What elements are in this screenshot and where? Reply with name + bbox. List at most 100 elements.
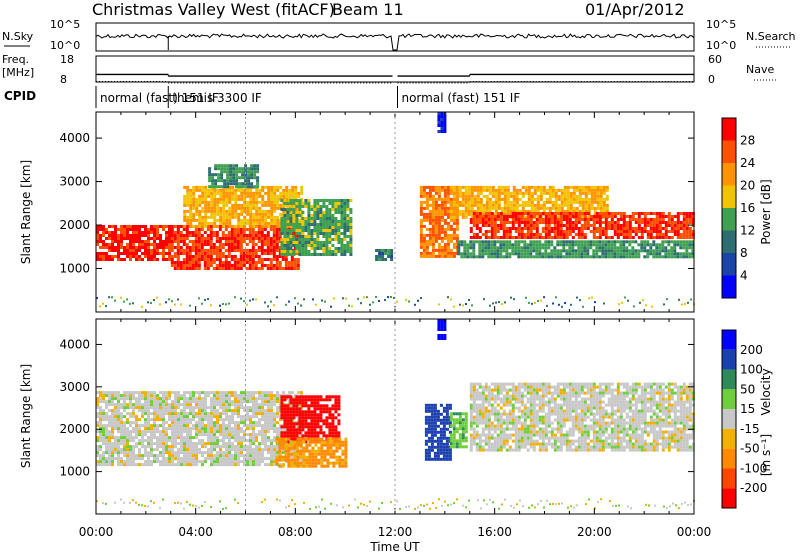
data-cell [258,194,262,198]
data-cell [425,206,429,210]
nave-upper-tick: 60 [708,53,722,66]
data-cell [536,200,540,204]
data-cell [171,406,174,410]
data-cell [414,303,416,306]
data-cell [319,205,323,208]
data-cell [237,224,241,228]
data-cell [183,224,187,228]
data-cell [153,228,156,231]
data-cell [200,228,204,231]
data-cell [246,209,250,213]
data-cell [165,252,168,255]
data-cell [458,209,462,213]
data-cell [536,203,540,207]
data-cell [481,215,485,218]
data-cell [372,301,374,304]
data-cell [267,397,270,401]
data-cell [204,215,208,219]
data-cell [111,400,114,404]
data-cell [520,240,524,244]
data-cell [670,240,674,244]
data-cell [198,409,201,413]
data-cell [289,199,293,202]
data-cell [491,191,495,195]
data-cell [213,415,216,419]
data-cell [527,209,531,213]
data-cell [437,221,441,225]
data-cell [174,415,177,419]
data-cell [225,303,227,306]
data-cell [283,241,287,244]
data-cell [475,221,479,224]
data-cell [613,215,617,218]
data-cell [246,424,249,428]
data-cell [252,412,255,416]
data-cell [215,237,219,240]
data-cell [375,258,379,261]
data-cell [276,218,280,222]
data-cell [126,433,129,437]
data-cell [153,415,156,419]
data-cell [153,457,156,461]
data-cell [279,194,283,198]
data-cell [646,252,650,256]
data-cell [625,246,629,250]
data-cell [162,412,165,416]
data-cell [168,231,171,234]
data-cell [575,194,579,198]
data-cell [105,400,108,404]
data-cell [437,254,441,258]
data-cell [571,230,575,233]
data-cell [225,418,228,422]
data-cell [138,406,141,410]
data-cell [284,255,288,258]
data-cell [105,406,108,410]
data-cell [186,427,189,431]
data-cell [664,236,668,239]
data-cell [283,223,287,226]
data-cell [539,185,543,189]
data-cell [252,206,256,210]
data-cell [325,220,329,223]
data-cell [195,391,198,395]
data-cell [557,188,561,192]
data-cell [491,206,495,210]
data-cell [517,224,521,227]
data-cell [446,188,450,192]
data-cell [221,243,225,246]
data-cell [532,227,536,230]
data-cell [530,203,534,207]
data-cell [554,197,558,201]
data-cell [343,217,347,220]
data-cell [535,233,539,236]
data-cell [114,391,117,395]
data-cell [159,412,162,416]
data-cell [592,249,596,253]
y-tick-label: 4000 [59,131,90,145]
data-cell [455,215,459,219]
data-cell [272,258,276,261]
data-cell [237,424,240,428]
data-cell [628,218,632,221]
data-cell [99,427,102,431]
data-cell [204,224,208,228]
data-cell [236,228,240,231]
data-cell [243,218,247,222]
data-cell [322,247,326,250]
data-cell [443,206,447,210]
data-cell [162,240,165,243]
data-cell [198,418,201,422]
data-cell [204,197,208,201]
data-cell [234,215,238,219]
data-cell [292,208,296,211]
data-cell [493,221,497,224]
data-cell [195,436,198,440]
data-cell [96,240,99,243]
data-cell [217,179,221,183]
data-cell [554,191,558,195]
data-cell [228,394,231,398]
data-cell [566,209,570,213]
data-cell [452,212,456,216]
data-cell [443,218,447,222]
data-cell [475,218,479,221]
